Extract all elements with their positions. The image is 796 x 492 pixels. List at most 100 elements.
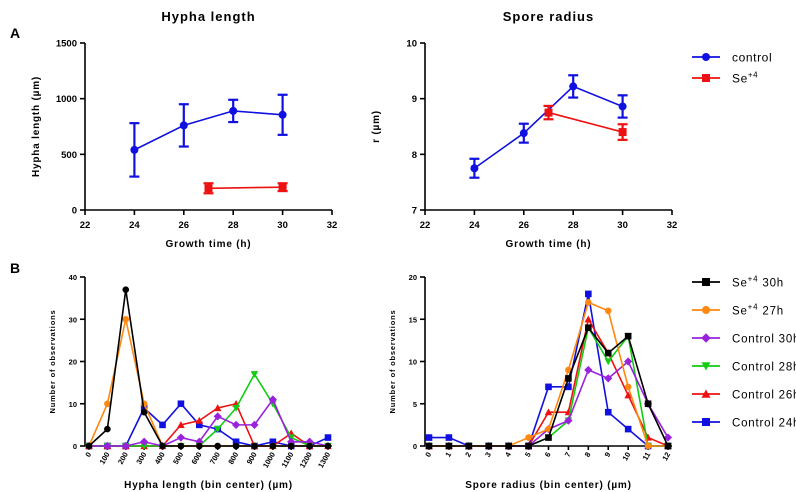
data-point [177, 421, 185, 428]
x-tick-label: 300 [134, 451, 148, 466]
series-line [548, 111, 623, 133]
x-axis-label: Hypha length (bin center) (µm) [124, 480, 293, 491]
data-point [159, 421, 166, 429]
y-axis-label: Number of observations [388, 310, 397, 414]
data-point [544, 108, 553, 117]
data-point [140, 442, 148, 450]
data-point [425, 434, 433, 441]
x-tick-label: 900 [245, 451, 259, 466]
legend-label: Control 30h [732, 334, 796, 346]
data-point [545, 434, 552, 441]
y-tick-label: 10 [409, 358, 417, 367]
x-tick-label: 28 [568, 220, 579, 231]
data-point [324, 442, 332, 450]
data-point [232, 438, 240, 446]
legend-label: Control 28h [732, 362, 796, 374]
x-tick-label: 500 [171, 451, 185, 466]
x-tick-label: 32 [327, 220, 338, 231]
x-tick-label: 800 [226, 451, 240, 466]
data-point [445, 434, 453, 441]
data-point [485, 442, 493, 450]
data-point [624, 383, 632, 391]
data-point [664, 442, 672, 450]
data-point [213, 412, 222, 421]
data-point [250, 371, 259, 378]
data-point [122, 315, 130, 323]
legend-label: Control 26h [732, 390, 796, 402]
x-tick-label: 9 [603, 451, 613, 459]
legend-entry: control [692, 51, 772, 65]
series-0 [129, 93, 288, 178]
data-point [565, 383, 572, 391]
y-tick-label: 1500 [56, 39, 77, 50]
data-point [525, 434, 532, 441]
data-point [121, 441, 130, 451]
data-point [195, 416, 204, 424]
data-point [103, 441, 112, 451]
legend-entry: Se+4 27h [692, 303, 783, 318]
data-point [565, 366, 572, 374]
series-1 [203, 182, 288, 195]
data-point [122, 286, 130, 293]
x-tick-label: 6 [543, 451, 553, 459]
legend-label: Se+4 30h [732, 275, 784, 290]
x-tick-label: 32 [667, 220, 678, 231]
data-point [231, 420, 241, 429]
y-tick-label: 20 [409, 273, 417, 282]
y-tick-label: 20 [69, 358, 77, 367]
x-axis-label: Spore radius (bin center) (µm) [465, 480, 631, 491]
data-point [624, 332, 632, 340]
legend-entry: Se+4 30h [692, 275, 784, 290]
x-tick-label: 8 [583, 451, 593, 459]
data-point [85, 442, 93, 450]
y-tick-label: 9 [412, 94, 417, 105]
data-point [213, 404, 222, 412]
series-1 [543, 104, 628, 141]
data-point [140, 437, 149, 446]
data-point [624, 391, 632, 399]
x-tick-label: 24 [469, 220, 480, 231]
y-tick-label: 0 [72, 206, 77, 217]
data-point [544, 408, 553, 416]
x-tick-label: 3 [483, 451, 493, 459]
data-point [644, 442, 652, 450]
series-line [134, 110, 283, 151]
data-point [104, 400, 111, 408]
data-point [130, 145, 139, 154]
legend-entry: Control 28h [692, 362, 796, 374]
series-line [473, 85, 623, 169]
x-tick-label: 11 [641, 451, 653, 462]
data-point [505, 442, 512, 450]
data-point [306, 442, 313, 450]
chart-title: Spore radius [503, 9, 594, 24]
x-tick-label: 26 [179, 220, 190, 231]
legend-label: control [732, 51, 772, 65]
chart-hypha: Hypha length 0 500 1000 1500 22 24 26 28 30 32 Grow… [31, 9, 337, 250]
legend-marker [702, 418, 710, 426]
y-tick-label: 0 [73, 442, 77, 451]
data-point [177, 400, 185, 408]
data-point [624, 357, 633, 366]
legend-entry: Se+4 [692, 71, 758, 86]
data-point [585, 290, 592, 298]
data-point [195, 437, 204, 446]
series-2 [85, 371, 332, 450]
x-tick-label: 28 [228, 220, 239, 231]
data-point [251, 442, 258, 450]
data-point [604, 349, 612, 357]
series-line [88, 289, 328, 447]
data-point [585, 299, 592, 306]
x-tick-label: 26 [519, 220, 530, 231]
legend-entry: Control 30h [692, 333, 796, 346]
data-point [196, 442, 203, 450]
y-axis-label: Hypha length (µm) [31, 76, 42, 177]
legend-marker [702, 74, 710, 82]
data-point [604, 307, 612, 315]
data-point [618, 102, 627, 111]
data-point [465, 442, 473, 450]
data-point [159, 442, 166, 450]
data-point [177, 442, 185, 450]
y-tick-label: 5 [413, 400, 417, 409]
